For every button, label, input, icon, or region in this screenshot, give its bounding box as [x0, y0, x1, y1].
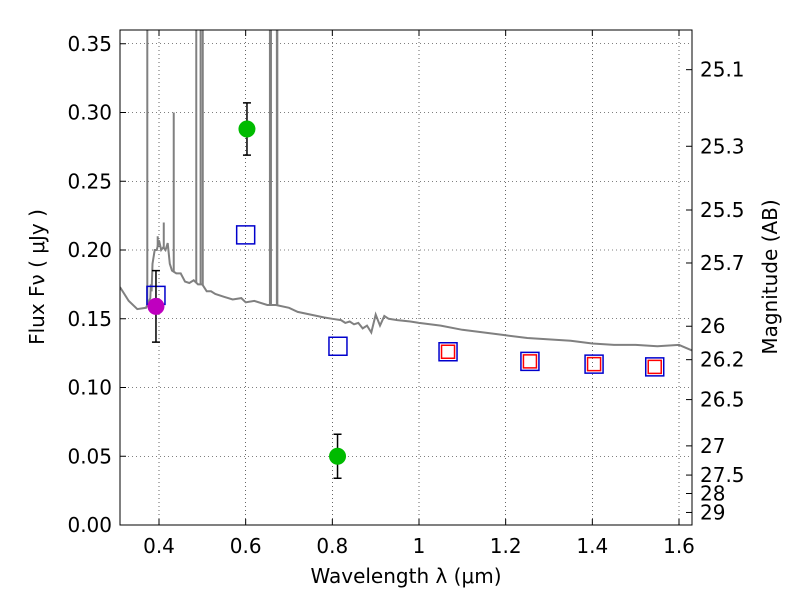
model-photometry-square	[438, 342, 458, 362]
y-tick-label: 0.25	[67, 169, 112, 193]
model-photometry-square	[584, 354, 604, 374]
y-tick-label: 0.05	[67, 444, 112, 468]
y-tick-label: 0.00	[67, 513, 112, 537]
x-axis-label: Wavelength λ (μm)	[310, 564, 501, 588]
observed-photometry-square	[440, 344, 456, 359]
observed-photometry-square	[586, 356, 602, 372]
model-photometry-square	[644, 357, 665, 377]
y-tick-label: 0.30	[67, 101, 112, 125]
x-tick-label: 1.2	[490, 534, 522, 558]
x-tick-label: 0.4	[143, 534, 175, 558]
plot-frame	[119, 29, 693, 526]
model-photometry-square	[520, 351, 540, 372]
magnitude-tick-label: 26.2	[700, 348, 745, 372]
y-axis-label: Flux Fν ( μJy )	[25, 209, 49, 345]
y-tick-label: 0.20	[67, 238, 112, 262]
x-tick-label: 0.6	[230, 534, 262, 558]
magnitude-axis-label: Magnitude (AB)	[758, 199, 782, 354]
y-tick-label: 0.10	[67, 376, 112, 400]
y-tick-label: 0.35	[67, 32, 112, 56]
magnitude-tick-label: 25.5	[700, 198, 745, 222]
markers	[146, 102, 665, 479]
magnitude-tick-label: 28	[700, 481, 725, 505]
observed-photometry-square	[647, 359, 662, 375]
magnitude-tick-label: 29	[700, 500, 725, 524]
plot-area	[120, 30, 692, 352]
magnitude-tick-label: 25.3	[700, 134, 745, 158]
detection-point	[238, 120, 256, 138]
x-tick-label: 1	[413, 534, 426, 558]
model-photometry-square	[235, 225, 256, 245]
magnitude-tick-label: 25.1	[700, 58, 745, 82]
axes: 0.4 0.6 0.8 1 1.2 1.4 1.6 0.00 0.05 0.10 0.15 0.20 0…	[67, 30, 745, 558]
magnitude-tick-label: 25.7	[700, 251, 745, 275]
u-band-detection-point	[147, 297, 165, 315]
magnitude-tick-label: 26.5	[700, 388, 745, 412]
x-tick-label: 1.6	[663, 534, 695, 558]
x-tick-label: 0.8	[316, 534, 348, 558]
model-photometry-square	[328, 336, 348, 356]
magnitude-tick-label: 27	[700, 434, 725, 458]
y-tick-label: 0.15	[67, 307, 112, 331]
observed-photometry-square	[522, 354, 538, 369]
detection-point	[329, 447, 347, 465]
magnitude-tick-label: 27.5	[700, 463, 745, 487]
x-tick-label: 1.4	[576, 534, 608, 558]
magnitude-tick-label: 26	[700, 314, 725, 338]
